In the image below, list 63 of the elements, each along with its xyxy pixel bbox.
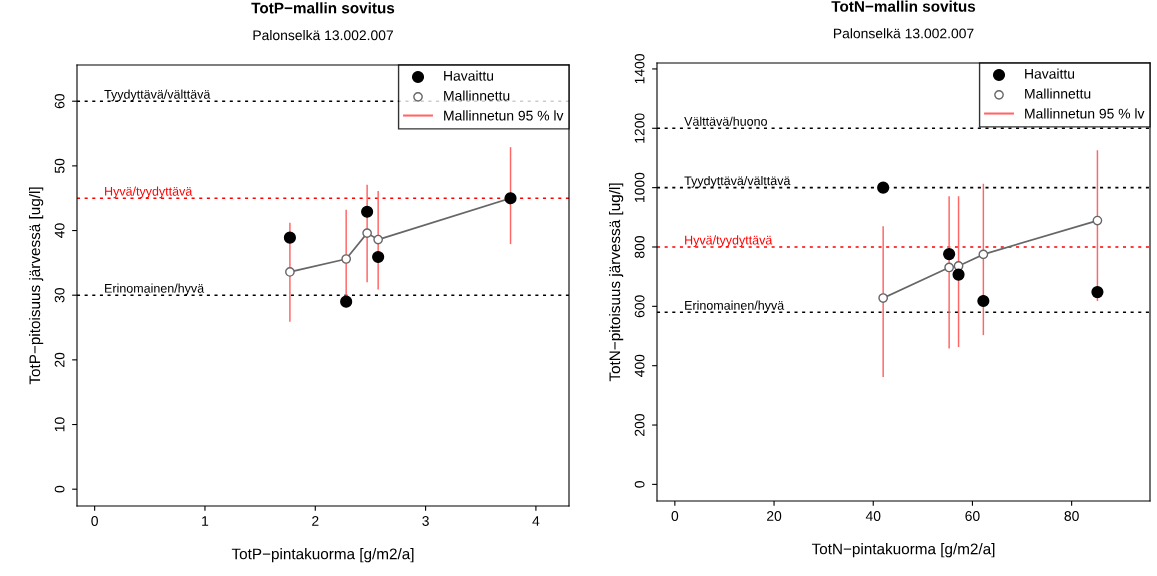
point	[373, 234, 384, 245]
y-tick-label: 0	[54, 485, 65, 493]
ref-line-label: Välttävä/huono	[684, 116, 767, 126]
chart-title: TotN−mallin sovitus	[831, 0, 976, 12]
legend-label: Mallinnettu	[1025, 88, 1091, 99]
point	[285, 267, 295, 277]
y-tick-label: 1000	[634, 172, 645, 203]
x-axis-title: TotN−pintakuorma [g/m2/a]	[811, 543, 995, 558]
point	[943, 248, 956, 261]
y-tick-label: 1200	[634, 113, 645, 143]
legend-label: Havaittu	[444, 70, 494, 81]
ref-line-label: Erinomainen/hyvä	[685, 300, 785, 313]
point	[361, 205, 374, 218]
y-tick-label: 1400	[634, 54, 645, 84]
legend-label: Havaittu	[1025, 68, 1075, 79]
x-tick-label: 0	[671, 511, 679, 521]
x-tick-label: 3	[422, 516, 429, 526]
ref-line-label: Tyydyttävä/välttävä	[684, 175, 791, 188]
x-tick-label: 1	[202, 516, 209, 526]
x-tick-label: 40	[865, 511, 881, 521]
legend-label: Mallinnetun 95 % lv	[1025, 108, 1145, 119]
x-tick-label: 0	[91, 516, 98, 526]
ref-line-label: Hyvä/tyydyttävä	[685, 235, 773, 247]
x-tick-label: 20	[767, 511, 782, 521]
point	[372, 250, 385, 264]
point	[362, 228, 372, 238]
y-tick-label: 400	[634, 354, 645, 377]
y-tick-label: 0	[634, 481, 645, 488]
point	[952, 268, 965, 281]
ref-line-label: Erinomainen/hyvä	[105, 283, 205, 296]
y-tick-label: 600	[634, 295, 645, 318]
point	[978, 249, 989, 260]
ref-line-label: Tyydyttävä/välttävä	[104, 89, 211, 102]
point	[1092, 215, 1103, 226]
y-tick-label: 40	[54, 223, 65, 238]
y-axis-title: TotN−pitoisuus järvessä [ug/l]	[608, 183, 624, 382]
point	[944, 262, 954, 273]
point	[283, 231, 296, 244]
chart-title: TotP−mallin sovitus	[251, 2, 395, 14]
point	[1091, 286, 1104, 299]
ref-line-label: Hyvä/tyydyttävä	[105, 186, 193, 199]
x-tick-label: 80	[1064, 511, 1079, 521]
chart-subtitle: Palonselkä 13.002.007	[833, 28, 974, 39]
y-axis-title: TotP−pitoisuus järvessä [ug/l]	[28, 187, 44, 385]
y-tick-label: 60	[54, 94, 65, 109]
x-tick-label: 60	[965, 511, 980, 521]
legend-label: Mallinnetun 95 % lv	[444, 110, 564, 121]
chart-subtitle: Palonselkä 13.002.007	[253, 30, 393, 41]
y-tick-label: 30	[54, 288, 65, 303]
x-tick-label: 2	[312, 516, 319, 526]
y-tick-label: 20	[54, 352, 65, 367]
point	[977, 294, 990, 308]
point	[878, 293, 889, 303]
legend-label: Mallinnettu	[444, 90, 510, 101]
y-tick-label: 800	[634, 235, 645, 258]
y-tick-label: 200	[634, 413, 645, 436]
point	[341, 254, 352, 264]
y-tick-label: 10	[54, 417, 65, 432]
x-tick-label: 4	[532, 516, 540, 526]
point	[877, 181, 890, 194]
y-tick-label: 50	[54, 158, 65, 174]
x-axis-title: TotP−pintakuorma [g/m2/a]	[231, 548, 414, 563]
point	[340, 295, 353, 308]
